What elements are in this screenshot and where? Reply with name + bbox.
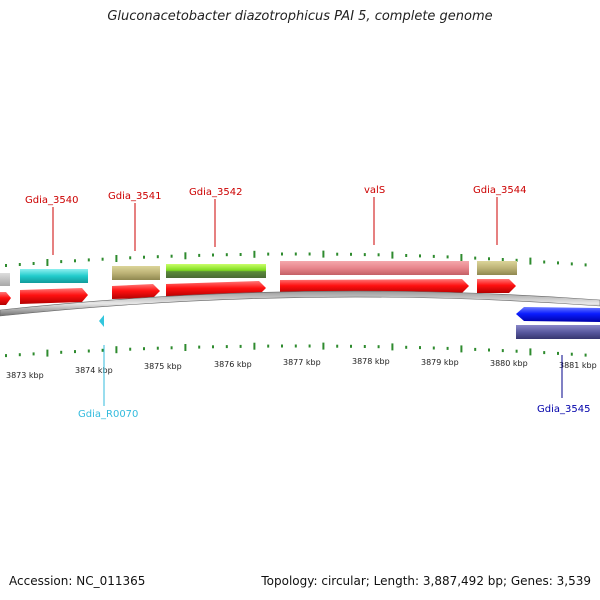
gene-label-gdia-3541: Gdia_3541 xyxy=(108,191,161,202)
axis-label-3878: 3878 kbp xyxy=(352,357,390,366)
genome-summary: Topology: circular; Length: 3,887,492 bp… xyxy=(261,574,591,588)
gene-label-gdia-3540: Gdia_3540 xyxy=(25,195,78,206)
rna-marker-gdia-r0070 xyxy=(99,315,104,327)
gene-label-gdia-3545: Gdia_3545 xyxy=(537,404,590,415)
feature-gray-partial xyxy=(0,273,10,286)
gene-arrow-vals xyxy=(280,279,469,294)
inner-tick-track xyxy=(5,342,587,358)
map-title: Gluconacetobacter diazotrophicus PAI 5, … xyxy=(107,9,493,24)
axis-label-3879: 3879 kbp xyxy=(421,358,459,367)
feature-gdia-3545 xyxy=(516,325,600,339)
feature-gdia-3542 xyxy=(166,264,266,278)
feature-gdia-3544 xyxy=(477,261,517,275)
axis-label-3874: 3874 kbp xyxy=(75,366,113,375)
feature-vals xyxy=(280,261,469,275)
gene-arrow-gdia-3541 xyxy=(112,284,160,299)
axis-labels: 3873 kbp 3874 kbp 3875 kbp 3876 kbp 3877… xyxy=(6,357,597,380)
axis-label-3875: 3875 kbp xyxy=(144,362,182,371)
gene-leader-lines xyxy=(52,197,563,406)
outer-tick-track xyxy=(5,250,587,267)
gene-label-gdia-3542: Gdia_3542 xyxy=(189,187,242,198)
axis-label-3881: 3881 kbp xyxy=(559,361,597,370)
gene-arrow-gdia-3540 xyxy=(20,288,88,304)
gene-label-gdia-3544: Gdia_3544 xyxy=(473,185,526,196)
gene-arrow-gdia-3544 xyxy=(477,279,516,293)
axis-label-3880: 3880 kbp xyxy=(490,359,528,368)
feature-gdia-3541 xyxy=(112,266,160,280)
axis-label-3877: 3877 kbp xyxy=(283,358,321,367)
feature-track-outer xyxy=(0,261,517,286)
gene-label-vals: valS xyxy=(364,185,385,196)
feature-gdia-3540 xyxy=(20,269,88,283)
axis-label-3873: 3873 kbp xyxy=(6,371,44,380)
accession-label: Accession: NC_011365 xyxy=(9,574,146,588)
reverse-strand-genes xyxy=(516,307,600,339)
gene-label-gdia-r0070: Gdia_R0070 xyxy=(78,409,138,420)
genome-backbone xyxy=(0,290,600,317)
gene-arrow-gdia-3545 xyxy=(516,307,600,322)
gene-labels: Gdia_3540 Gdia_3541 Gdia_3542 valS Gdia_… xyxy=(25,185,590,420)
gene-arrow-partial-left xyxy=(0,292,11,305)
axis-label-3876: 3876 kbp xyxy=(214,360,252,369)
